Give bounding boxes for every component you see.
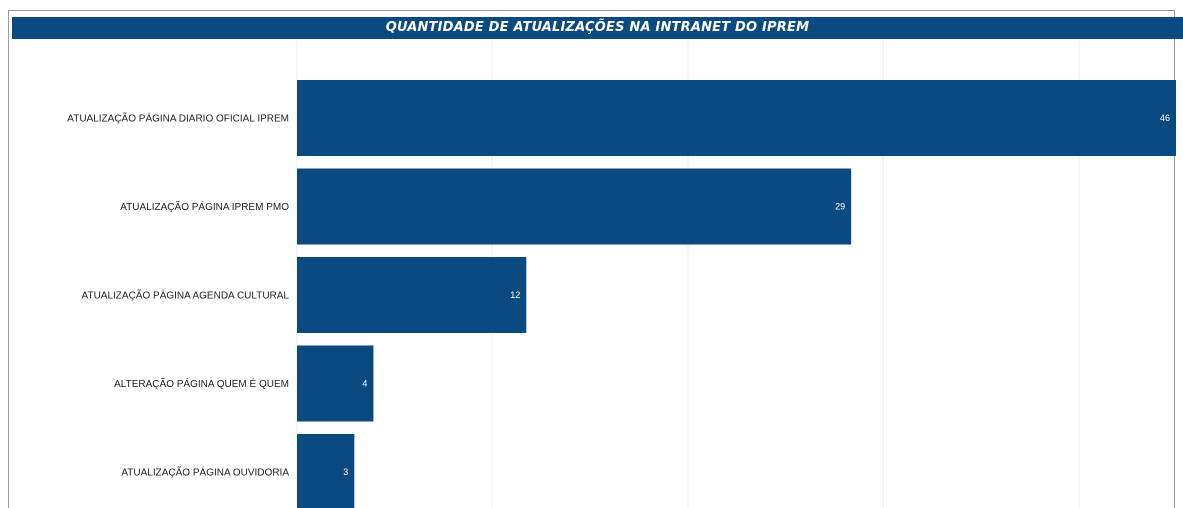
data-label-3: 4 xyxy=(362,379,367,389)
bar-2[interactable] xyxy=(297,257,527,333)
bar-0[interactable] xyxy=(297,80,1176,156)
data-label-1: 29 xyxy=(835,202,845,212)
data-label-4: 3 xyxy=(343,467,348,477)
category-label-1: ATUALIZAÇÃO PÁGINA IPREM PMO xyxy=(120,200,289,213)
bar-3[interactable] xyxy=(297,345,374,422)
data-labels: 46 29 12 4 3 xyxy=(343,113,1170,477)
category-label-3: ALTERAÇÃO PÁGINA QUEM É QUEM xyxy=(114,377,289,390)
bar-1[interactable] xyxy=(297,168,852,245)
bar-4[interactable] xyxy=(297,434,355,508)
category-label-2: ATUALIZAÇÃO PÁGINA AGENDA CULTURAL xyxy=(82,289,290,302)
chart-title: QUANTIDADE DE ATUALIZAÇÕES NA INTRANET D… xyxy=(12,17,1183,39)
data-label-0: 46 xyxy=(1160,113,1170,123)
bars xyxy=(297,80,1176,508)
data-label-2: 12 xyxy=(510,290,520,300)
category-label-4: ATUALIZAÇÃO PÁGINA OUVIDORIA xyxy=(121,466,289,479)
category-labels: ATUALIZAÇÃO PÁGINA DIARIO OFICIAL IPREM A… xyxy=(67,112,289,479)
category-label-0: ATUALIZAÇÃO PÁGINA DIARIO OFICIAL IPREM xyxy=(67,112,289,125)
